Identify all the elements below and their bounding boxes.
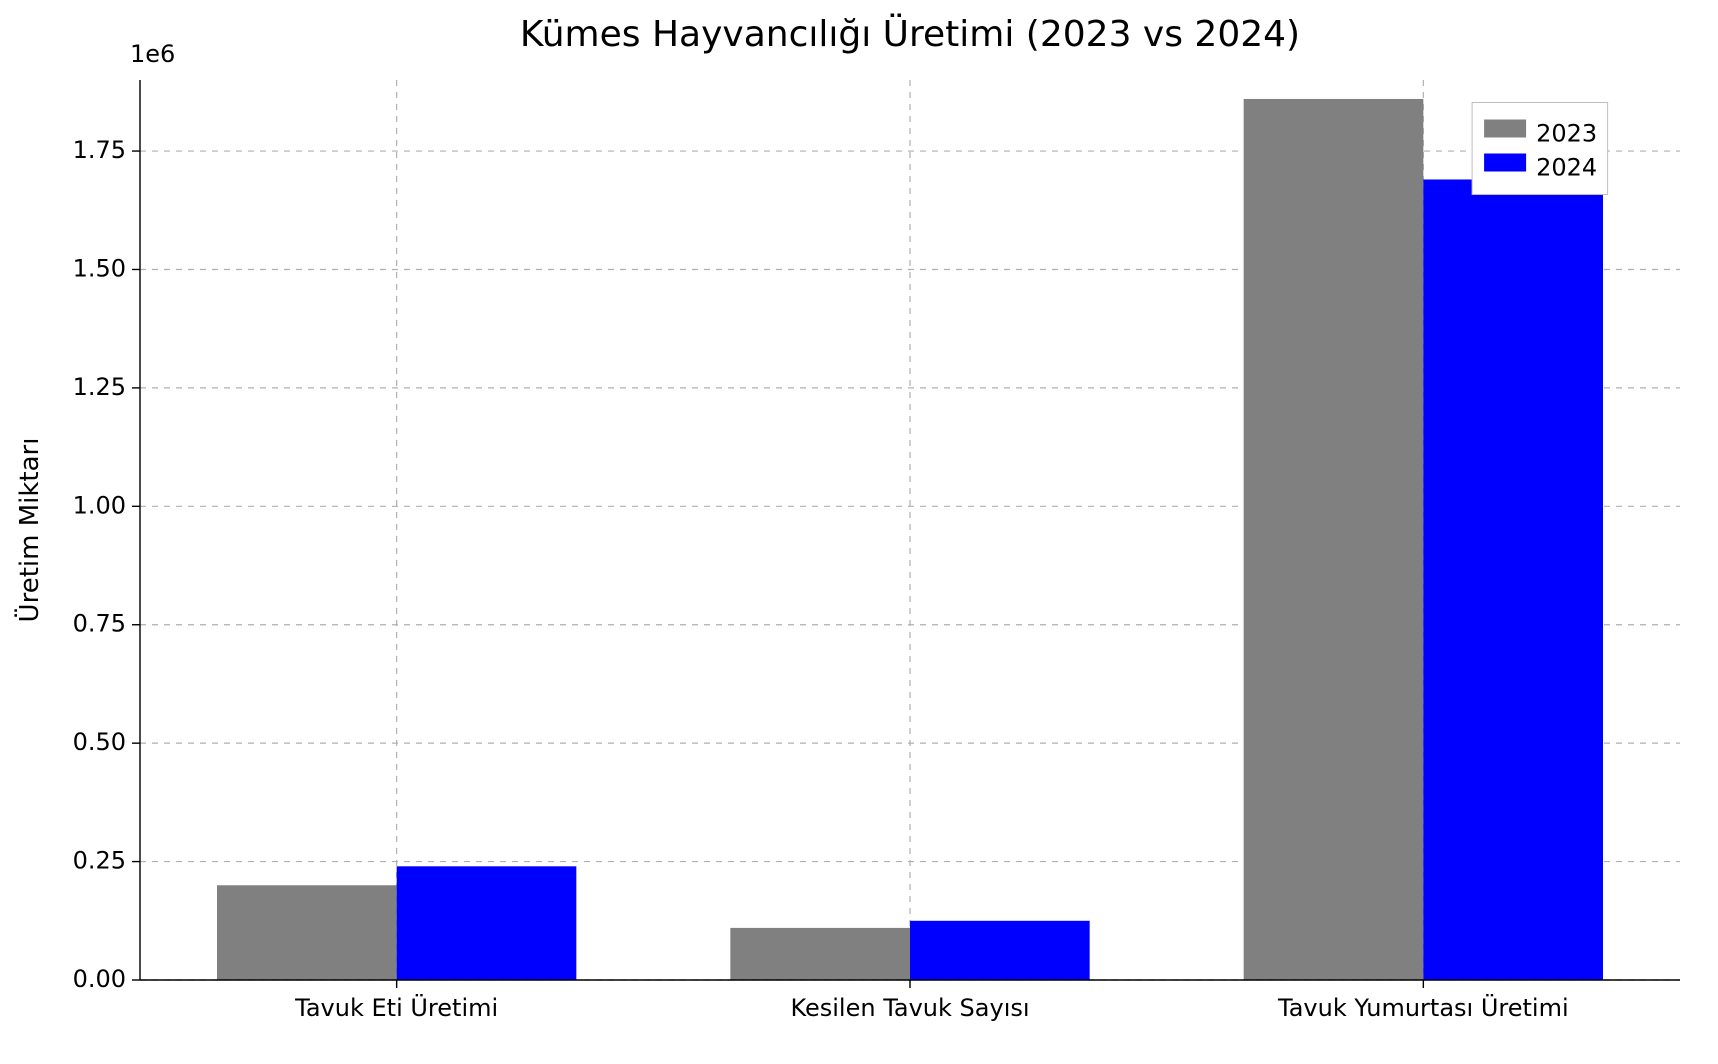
bar (1423, 179, 1603, 980)
y-axis-label: Üretim Miktarı (13, 438, 45, 623)
legend-label: 2024 (1536, 154, 1597, 182)
y-tick-label: 0.75 (73, 610, 126, 638)
bar (910, 921, 1090, 980)
x-tick-label: Tavuk Yumurtası Üretimi (1277, 993, 1569, 1022)
y-tick-label: 0.00 (73, 965, 126, 993)
y-tick-label: 0.25 (73, 847, 126, 875)
y-tick-label: 1.75 (73, 136, 126, 164)
bar-chart: 0.00 0.25 0.50 0.75 1.00 1.25 1.50 1.75 Tavuk Et… (0, 0, 1718, 1064)
y-tick-label: 1.25 (73, 373, 126, 401)
x-tick-label: Tavuk Eti Üretimi (294, 993, 498, 1022)
chart-title: Kümes Hayvancılığı Üretimi (2023 vs 2024… (520, 13, 1300, 55)
x-tick-label: Kesilen Tavuk Sayısı (790, 994, 1029, 1022)
bar (730, 928, 910, 980)
legend-swatch (1484, 120, 1526, 138)
bar (1244, 99, 1424, 980)
bar (397, 866, 577, 980)
legend-label: 2023 (1536, 120, 1597, 148)
legend-swatch (1484, 154, 1526, 172)
y-tick-label: 0.50 (73, 728, 126, 756)
bar (217, 885, 397, 980)
y-tick-label: 1.00 (73, 491, 126, 519)
legend: 2023 2024 (1472, 103, 1608, 195)
y-tick-label: 1.50 (73, 254, 126, 282)
y-axis-exponent: 1e6 (130, 40, 175, 68)
chart-container: 0.00 0.25 0.50 0.75 1.00 1.25 1.50 1.75 Tavuk Et… (0, 0, 1718, 1064)
